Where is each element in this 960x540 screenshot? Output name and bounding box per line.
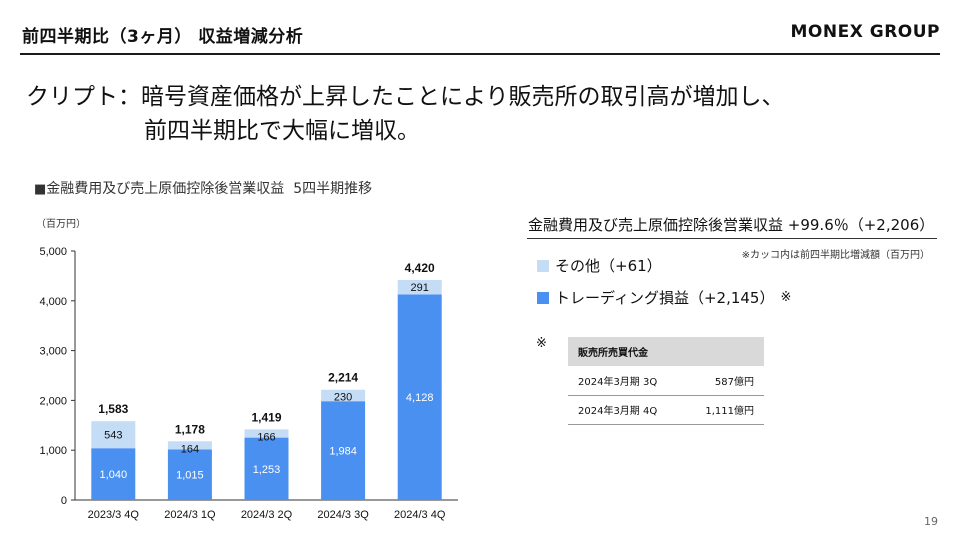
legend-label-other: その他（+61） [555, 257, 662, 275]
bar-total-label: 1,419 [251, 410, 281, 424]
y-tick-label: 4,000 [39, 296, 67, 308]
x-tick-label: 2024/3 1Q [164, 509, 216, 521]
x-tick-label: 2024/3 2Q [241, 509, 293, 521]
table-cell-period: 2024年3月期 3Q [568, 366, 684, 396]
y-axis-unit-label: （百万円） [36, 218, 86, 230]
panel-divider [527, 238, 937, 239]
bar-total-label: 2,214 [328, 371, 358, 385]
bar-value-label: 1,040 [100, 469, 128, 481]
legend-swatch-trading [537, 291, 549, 304]
table-cell-period: 2024年3月期 4Q [568, 395, 684, 425]
bar-segment-other [321, 389, 366, 402]
y-tick-label: 2,000 [39, 395, 67, 407]
bar-total-label: 1,178 [175, 422, 205, 436]
bar-segment-other [397, 279, 442, 295]
page-number: 19 [924, 515, 938, 528]
table-row: 2024年3月期 3Q 587億円 [568, 366, 764, 396]
bar-segment-trading [91, 448, 136, 500]
x-tick-label: 2024/3 4Q [394, 509, 446, 521]
legend-item-trading: トレーディング損益（+2,145） ※ [537, 287, 791, 308]
sales-volume-table: 販売所売買代金 2024年3月期 3Q 587億円 2024年3月期 4Q 1,… [568, 337, 764, 425]
bar-value-label: 166 [257, 431, 275, 443]
headline: クリプト：暗号資産価格が上昇したことにより販売所の取引高が増加し、 前四半期比で… [26, 80, 785, 148]
y-tick-label: 3,000 [39, 346, 67, 358]
chart-heading-marker: ■ [34, 182, 47, 197]
page-title: 前四半期比（3ヶ月） 収益増減分析 [22, 27, 304, 47]
bar-segment-trading [397, 294, 442, 500]
chart-heading-text: 金融費用及び売上原価控除後営業収益 [46, 181, 285, 197]
brand-logo-text: MONEX GROUP [790, 22, 940, 42]
table-cell-value: 587億円 [683, 366, 764, 396]
bar-total-label: 1,583 [98, 402, 128, 416]
legend-note-mark: ※ [780, 290, 792, 305]
bar-value-label: 1,253 [253, 464, 281, 476]
bar-value-label: 291 [411, 282, 429, 294]
headline-line-2: 前四半期比で大幅に増収。 [144, 118, 420, 144]
y-tick-label: 1,000 [39, 445, 67, 457]
bar-value-label: 164 [181, 443, 199, 455]
bar-segment-other [167, 441, 212, 450]
bar-total-label: 4,420 [405, 261, 435, 275]
table-note-mark: ※ [536, 336, 547, 351]
bar-segment-other [91, 421, 136, 449]
bar-segment-other [244, 429, 289, 438]
panel-title: 金融費用及び売上原価控除後営業収益 +99.6％（+2,206） [528, 216, 935, 234]
bar-value-label: 543 [104, 430, 122, 442]
legend-label-trading: トレーディング損益（+2,145） [555, 289, 775, 307]
bar-value-label: 230 [334, 392, 352, 404]
bar-segment-trading [244, 437, 289, 500]
y-tick-label: 5,000 [39, 246, 67, 258]
sales-table-header: 販売所売買代金 [568, 337, 764, 366]
bar-segment-trading [167, 449, 212, 500]
chart-heading: ■金融費用及び売上原価控除後営業収益 5四半期推移 [34, 178, 372, 198]
bar-value-label: 1,015 [176, 470, 204, 482]
y-tick-label: 0 [61, 495, 67, 507]
table-row: 2024年3月期 4Q 1,111億円 [568, 395, 764, 425]
bar-value-label: 1,984 [329, 446, 357, 458]
x-tick-label: 2023/3 4Q [88, 509, 140, 521]
headline-line-1: クリプト：暗号資産価格が上昇したことにより販売所の取引高が増加し、 [26, 84, 785, 110]
panel-note: ※カッコ内は前四半期比増減額（百万円） [741, 250, 930, 261]
bar-segment-trading [321, 401, 366, 500]
legend-swatch-other [537, 259, 549, 272]
chart-heading-suffix: 5四半期推移 [293, 181, 373, 197]
bar-value-label: 4,128 [406, 392, 434, 404]
stacked-bar-chart: （百万円） 0 1,000 2,000 3,000 4,000 5,000 1,040 543 1… [36, 218, 458, 521]
legend-item-other: その他（+61） [537, 255, 662, 276]
x-tick-label: 2024/3 3Q [317, 509, 369, 521]
table-cell-value: 1,111億円 [683, 395, 764, 425]
header-divider [20, 53, 940, 55]
